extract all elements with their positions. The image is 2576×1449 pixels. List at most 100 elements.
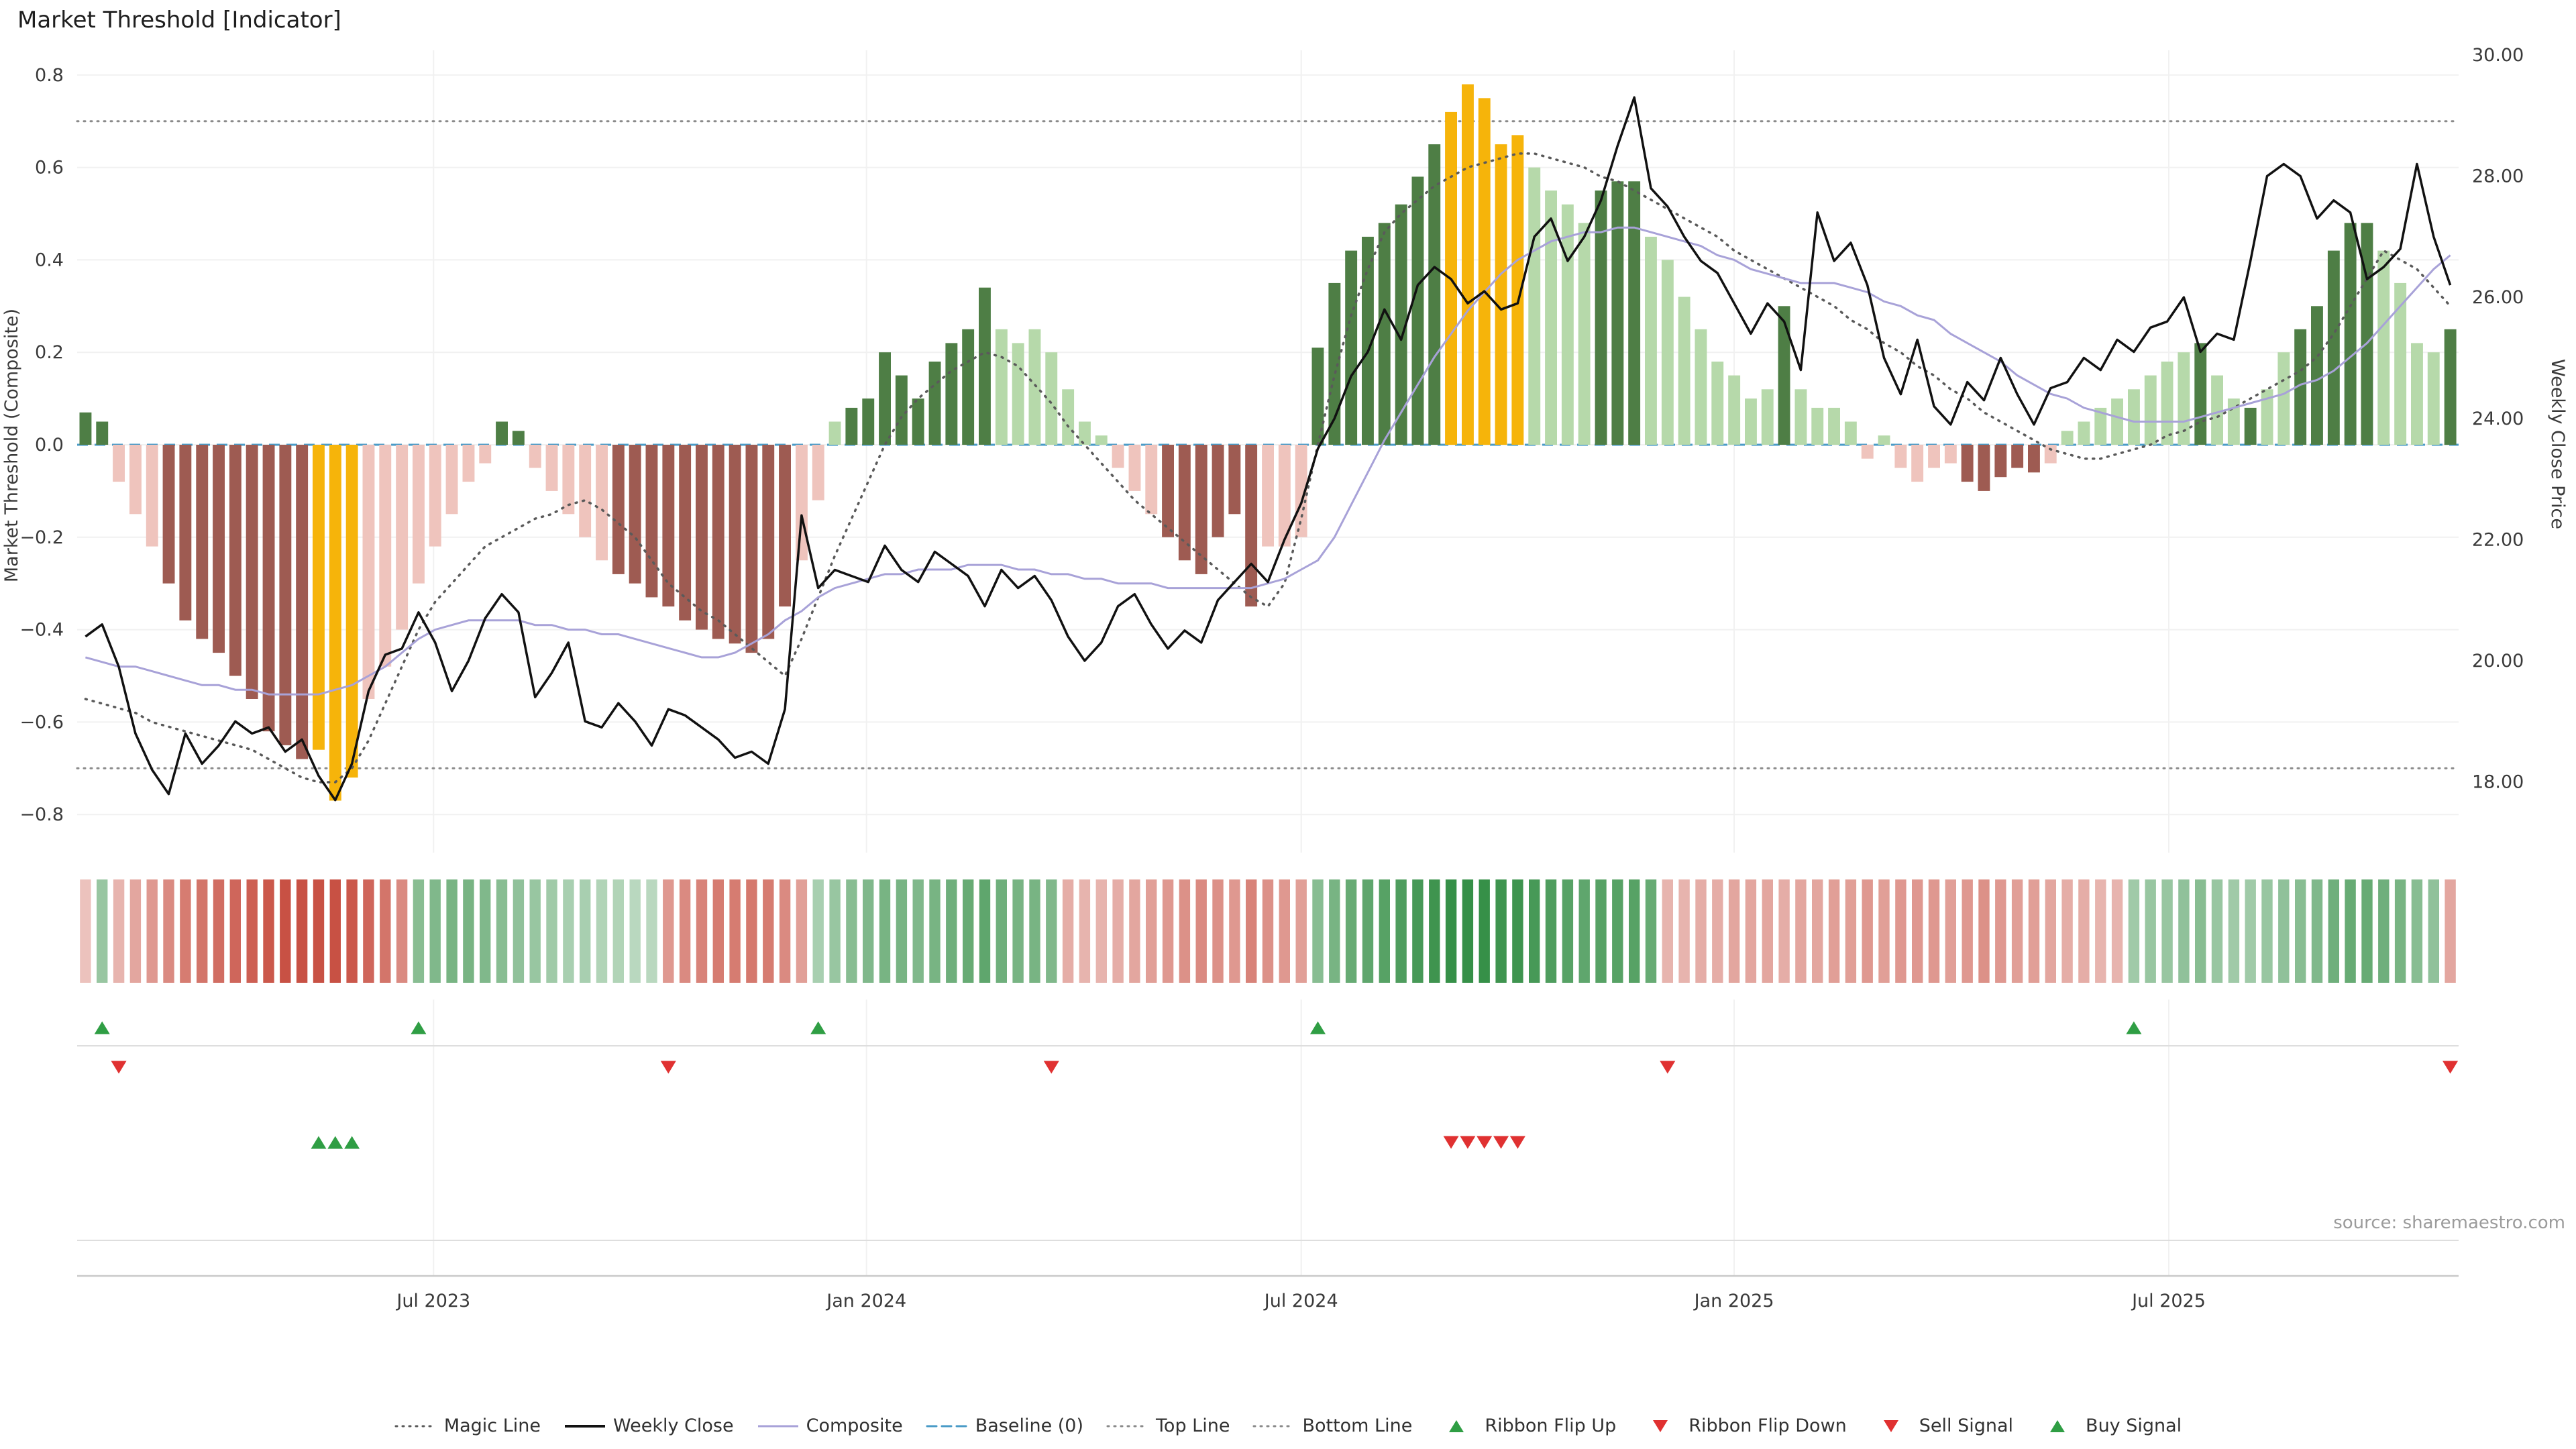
ribbon-flip-down-marker bbox=[1043, 1061, 1059, 1074]
ribbon-bar bbox=[380, 879, 391, 983]
composite-bar bbox=[1978, 445, 1990, 491]
ribbon-bar bbox=[2211, 879, 2223, 983]
composite-bar bbox=[928, 362, 941, 445]
composite-bar bbox=[1311, 347, 1324, 445]
ribbon-bar bbox=[429, 879, 441, 983]
ribbon-bar bbox=[929, 879, 941, 983]
ribbon-bar bbox=[796, 879, 808, 983]
ribbon-bar bbox=[1462, 879, 1474, 983]
legend-item-ribbon-flip-up: Ribbon Flip Up bbox=[1435, 1415, 1616, 1436]
composite-bar bbox=[1195, 445, 1208, 574]
ribbon-bar bbox=[596, 879, 608, 983]
ribbon-bar bbox=[1246, 879, 1257, 983]
composite-bar bbox=[1944, 445, 1957, 464]
ribbon-bar bbox=[1029, 879, 1040, 983]
composite-bar bbox=[2044, 445, 2057, 464]
ribbon-bar bbox=[1095, 879, 1107, 983]
composite-line bbox=[85, 226, 2451, 696]
ribbon-bar bbox=[1012, 879, 1024, 983]
ribbon-bar bbox=[413, 879, 425, 983]
legend-label: Weekly Close bbox=[613, 1415, 734, 1436]
ribbon-bar bbox=[1362, 879, 1374, 983]
ribbon-bar bbox=[1812, 879, 1823, 983]
composite-bar bbox=[1262, 445, 1274, 547]
trend-ribbon bbox=[80, 879, 2456, 983]
composite-bar bbox=[1511, 135, 1524, 445]
signal-panel bbox=[77, 1045, 2459, 1277]
composite-bar bbox=[2394, 282, 2407, 445]
composite-bar bbox=[279, 445, 292, 745]
legend-item-top-line: Top Line bbox=[1106, 1415, 1230, 1436]
composite-bar bbox=[1828, 407, 1840, 445]
composite-bar bbox=[496, 421, 508, 445]
ribbon-bar bbox=[1828, 879, 1840, 983]
ribbon-bar bbox=[480, 879, 491, 983]
ribbon-bar bbox=[1312, 879, 1324, 983]
composite-bar bbox=[79, 412, 92, 445]
composite-bar bbox=[2244, 407, 2257, 445]
ribbon-bar bbox=[363, 879, 374, 983]
x-axis-tick: Jul 2023 bbox=[395, 1291, 470, 1311]
ribbon-bar bbox=[1062, 879, 1074, 983]
composite-bar bbox=[912, 398, 924, 445]
axis-ticks: 0.8 0.6 0.4 0.2 0.0 −0.2 −0.4 −0.6 −0.8 30.00 28.0… bbox=[19, 45, 2524, 1311]
gridlines bbox=[77, 50, 2459, 1276]
composite-bar bbox=[1778, 306, 1790, 445]
composite-bar bbox=[2194, 343, 2207, 445]
composite-bar bbox=[262, 445, 275, 732]
composite-bar bbox=[1794, 389, 1807, 445]
composite-bar bbox=[162, 445, 175, 584]
ribbon-bar bbox=[1445, 879, 1457, 983]
legend: Magic Line Weekly Close Composite Baseline … bbox=[0, 1415, 2576, 1436]
composite-bar bbox=[213, 445, 225, 653]
buy-signal-marker bbox=[327, 1136, 343, 1149]
ribbon-bar bbox=[1162, 879, 1174, 983]
ribbon-bar bbox=[696, 879, 708, 983]
composite-bar bbox=[1278, 445, 1291, 547]
ribbon-bar bbox=[1212, 879, 1224, 983]
composite-bar bbox=[479, 445, 492, 464]
ribbon-bar bbox=[1928, 879, 1940, 983]
ribbon-bar bbox=[396, 879, 408, 983]
ribbon-bar bbox=[2145, 879, 2156, 983]
composite-bar bbox=[1162, 445, 1174, 537]
ribbon-flip-down-swatch-icon bbox=[1653, 1419, 1668, 1432]
x-axis-tick: Jan 2025 bbox=[1693, 1291, 1774, 1311]
composite-bar bbox=[1695, 329, 1707, 445]
ribbon-bar bbox=[80, 879, 91, 983]
composite-bar bbox=[1711, 362, 1724, 445]
composite-bar bbox=[1079, 421, 1091, 445]
x-axis-tick: Jul 2025 bbox=[2131, 1291, 2206, 1311]
composite-bar bbox=[1028, 329, 1041, 445]
ribbon-bar bbox=[1795, 879, 1807, 983]
ribbon-bar bbox=[1529, 879, 1540, 983]
composite-bar bbox=[196, 445, 209, 639]
ribbon-bar bbox=[2095, 879, 2106, 983]
composite-bar bbox=[596, 445, 608, 561]
composite-bar bbox=[845, 407, 858, 445]
ribbon-bar bbox=[2011, 879, 2023, 983]
ribbon-bar bbox=[1862, 879, 1873, 983]
chart-layers: 0.8 0.6 0.4 0.2 0.0 −0.2 −0.4 −0.6 −0.8 30.00 28.0… bbox=[19, 45, 2524, 1311]
legend-label: Baseline (0) bbox=[975, 1415, 1084, 1436]
ribbon-bar bbox=[280, 879, 291, 983]
composite-bar bbox=[1045, 352, 1058, 445]
composite-bar bbox=[1561, 204, 1574, 445]
composite-bar bbox=[2327, 250, 2340, 445]
ribbon-bar bbox=[496, 879, 508, 983]
ribbon-bar bbox=[2078, 879, 2090, 983]
composite-bar bbox=[1178, 445, 1191, 561]
ribbon-bar bbox=[446, 879, 458, 983]
composite-bar bbox=[579, 445, 592, 537]
composite-bar bbox=[612, 445, 625, 574]
ribbon-bar bbox=[963, 879, 974, 983]
ribbon-bar bbox=[1545, 879, 1557, 983]
ribbon-bar bbox=[1262, 879, 1274, 983]
composite-bar bbox=[2261, 389, 2273, 445]
composite-bar bbox=[1728, 375, 1741, 445]
buy-signal-marker bbox=[311, 1136, 327, 1149]
composite-bar bbox=[1761, 389, 1774, 445]
signal-markers bbox=[94, 1021, 2459, 1149]
